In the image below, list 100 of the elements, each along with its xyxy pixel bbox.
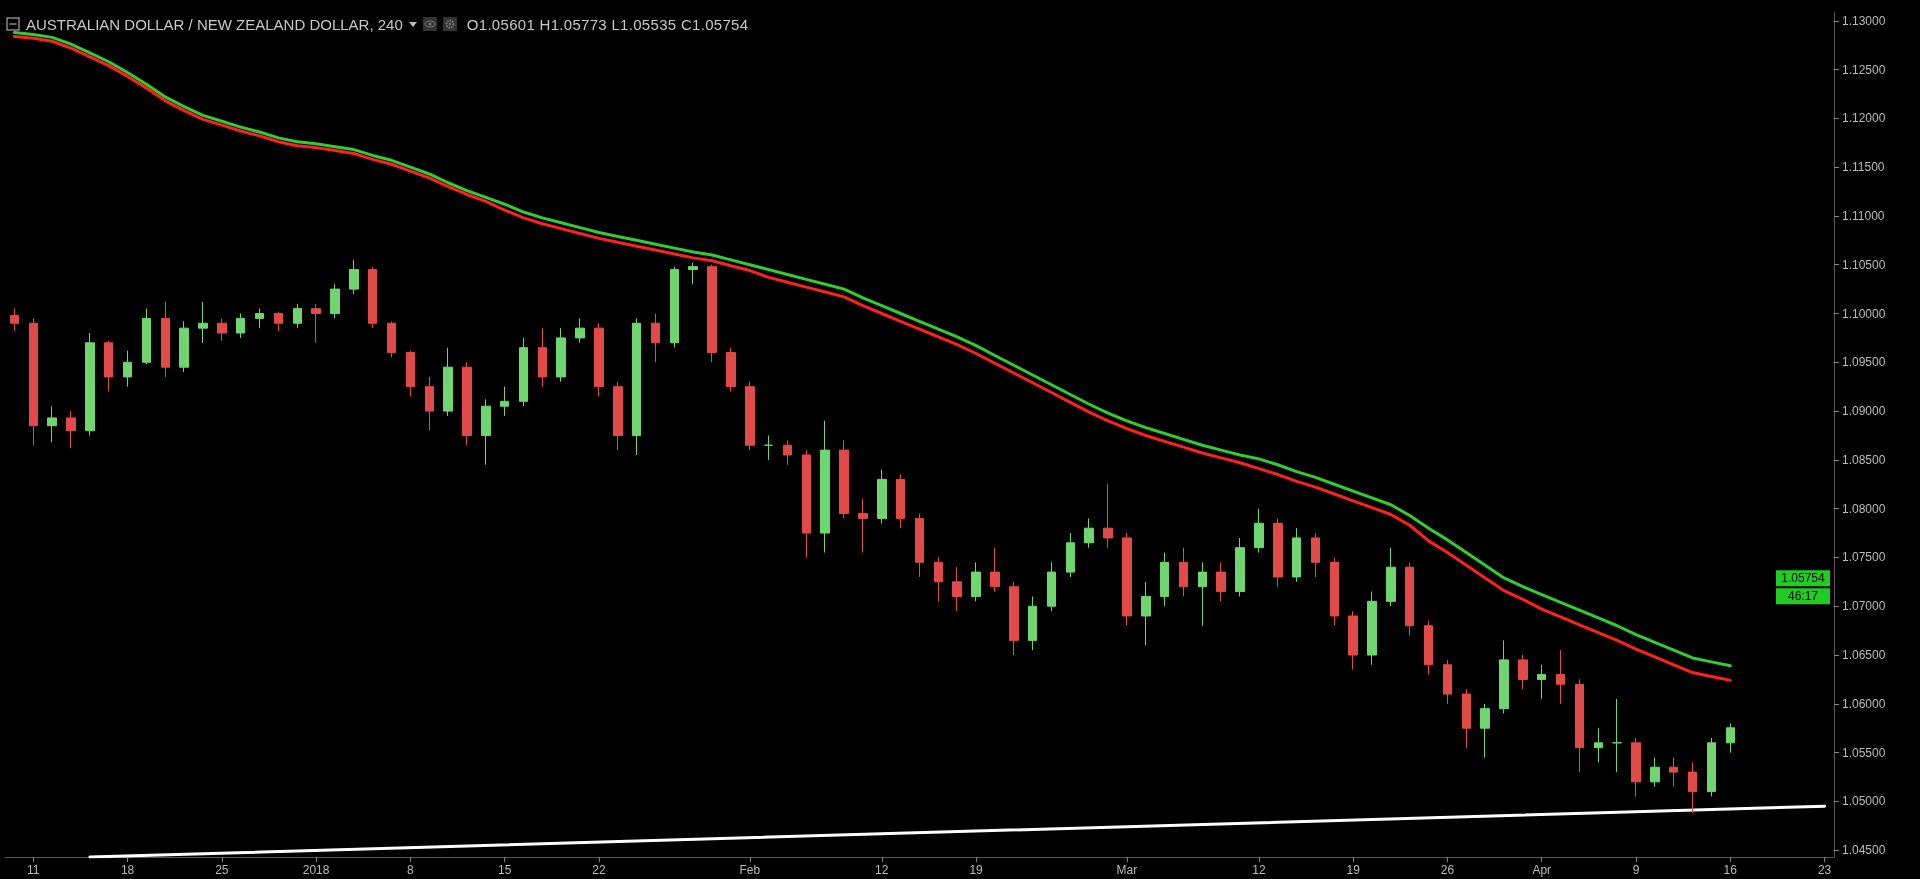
candlestick — [1575, 678, 1584, 773]
candlestick — [745, 381, 755, 451]
x-tick-label: 12 — [1252, 863, 1266, 877]
candlestick — [274, 311, 283, 332]
candlestick — [1103, 483, 1113, 549]
y-tick-label: 1.05500 — [1842, 745, 1886, 760]
candlestick — [1122, 532, 1132, 627]
candlestick — [934, 556, 943, 602]
y-tick-label: 1.05000 — [1842, 794, 1886, 809]
candlestick — [387, 320, 396, 358]
x-tick-label: 16 — [1723, 863, 1738, 877]
candlestick — [29, 317, 38, 446]
candlestick — [1311, 532, 1320, 578]
candlestick — [538, 327, 547, 388]
candlestick — [971, 561, 981, 602]
candlestick — [802, 449, 811, 558]
candlestick — [858, 498, 868, 554]
candlestick — [368, 266, 377, 329]
candlestick — [406, 350, 415, 397]
candlestick — [123, 350, 132, 388]
candlestick — [688, 262, 698, 285]
candlestick — [462, 361, 472, 446]
candlestick — [1047, 561, 1056, 612]
candlestick — [1518, 654, 1528, 690]
y-tick-label: 1.12500 — [1842, 62, 1886, 77]
candlestick — [217, 317, 227, 342]
candlestick — [1480, 703, 1490, 758]
candlestick — [1631, 737, 1641, 797]
annotation: 46:17 — [1787, 589, 1819, 604]
candlestick — [85, 332, 95, 436]
candlestick — [104, 340, 113, 393]
x-tick-label: 9 — [1632, 863, 1640, 877]
candlestick — [1612, 698, 1622, 773]
candlestick — [1235, 537, 1245, 597]
y-tick-label: 1.11500 — [1842, 160, 1885, 175]
candlestick — [1688, 761, 1697, 814]
x-tick-label: 25 — [215, 863, 229, 877]
candlestick — [500, 386, 509, 417]
candlestick — [1198, 561, 1207, 627]
candlestick — [161, 301, 170, 378]
candlestick — [1707, 737, 1716, 797]
candlestick — [990, 547, 1000, 593]
y-tick-label: 1.09000 — [1842, 404, 1886, 419]
y-tick-label: 1.10000 — [1842, 306, 1886, 321]
candlestick — [255, 308, 264, 329]
candlestick — [47, 405, 57, 443]
candlestick — [1009, 581, 1019, 656]
candlestick — [1443, 659, 1452, 705]
candlestick — [1669, 756, 1678, 788]
candlestick — [556, 327, 566, 383]
candlestick — [179, 320, 189, 373]
x-tick-label: Mar — [1116, 863, 1138, 877]
candlestick — [1216, 561, 1226, 602]
x-tick-label: 12 — [875, 863, 889, 877]
candlestick — [1028, 595, 1037, 651]
candlestick — [236, 313, 245, 339]
candlestick — [349, 259, 359, 295]
y-tick-label: 1.11000 — [1842, 208, 1885, 223]
candlestick — [1386, 547, 1396, 607]
x-tick-label: 15 — [498, 863, 512, 877]
candlestick — [1330, 556, 1339, 627]
candlestick — [896, 474, 905, 529]
y-tick-label: 1.08500 — [1842, 452, 1886, 467]
candlestick — [1405, 561, 1414, 636]
candlestick — [1556, 649, 1565, 705]
candlestick — [66, 410, 76, 449]
candlestick — [670, 266, 679, 349]
annotation: 1.05754 — [1781, 571, 1826, 586]
candlestick — [1594, 727, 1603, 763]
y-tick-label: 1.09500 — [1842, 355, 1886, 370]
y-tick-label: 1.07000 — [1842, 599, 1886, 614]
x-tick-label: Apr — [1532, 863, 1552, 877]
candlestick — [1273, 517, 1283, 588]
x-tick-label: 19 — [969, 863, 984, 877]
x-tick-label: 22 — [592, 863, 606, 877]
candlestick — [1499, 639, 1509, 715]
candlestick — [1066, 532, 1075, 578]
candlestick — [1292, 527, 1301, 583]
candlestick — [142, 308, 151, 365]
candlestick — [519, 337, 528, 407]
candlestick — [1462, 688, 1471, 749]
x-tick-label: 23 — [1817, 863, 1832, 877]
candlestick — [915, 513, 924, 578]
candlestick — [1726, 722, 1735, 754]
candlestick — [481, 398, 491, 466]
y-tick-label: 1.08000 — [1842, 501, 1886, 516]
candlestick — [1348, 610, 1358, 671]
candlestick — [311, 303, 321, 344]
candlestick — [1367, 591, 1377, 666]
candlestick — [613, 381, 623, 451]
y-tick-label: 1.12000 — [1842, 111, 1886, 126]
candlestick — [1141, 581, 1151, 646]
y-tick-label: 1.04500 — [1842, 843, 1886, 858]
candlestick — [443, 347, 453, 417]
candlestick — [1650, 756, 1660, 788]
candlestick — [820, 420, 830, 554]
candlestick — [783, 439, 792, 466]
y-tick-label: 1.06000 — [1842, 696, 1886, 711]
candlestick — [952, 566, 962, 612]
candlestick — [839, 439, 849, 519]
